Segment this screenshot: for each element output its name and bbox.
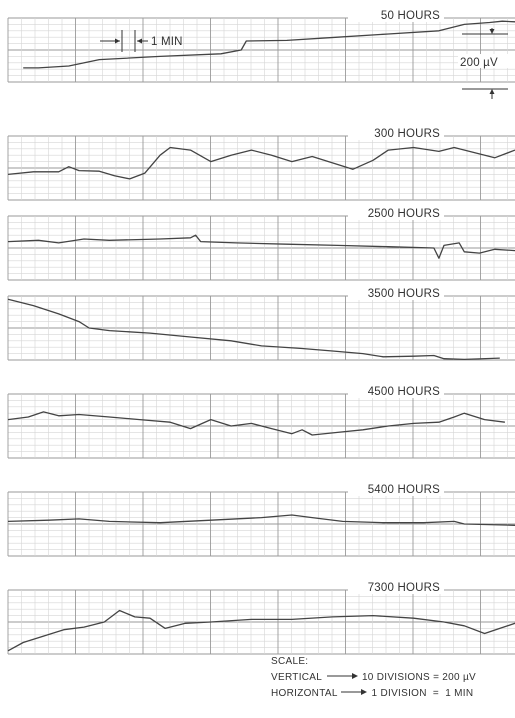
eeg-trace bbox=[7, 234, 515, 259]
strip-panel: 2500 HOURS bbox=[7, 206, 515, 281]
strips-layer: 50 HOURS 300 HOURS 2500 HOURS 3500 HOURS 450… bbox=[7, 8, 515, 655]
eeg-trace bbox=[7, 146, 515, 180]
strip-label: 7300 HOURS bbox=[368, 582, 440, 594]
strip-label: 5400 HOURS bbox=[368, 484, 440, 496]
strip-panel: 300 HOURS bbox=[7, 126, 515, 201]
arrow-right-icon bbox=[326, 673, 358, 679]
eeg-trace bbox=[7, 298, 500, 361]
strip-panel: 4500 HOURS bbox=[7, 384, 515, 459]
scale-vertical-row: VERTICAL 10 DIVISIONS = 200 µV bbox=[271, 670, 476, 686]
scale-horizontal-label: HORIZONTAL bbox=[271, 688, 338, 699]
scale-heading: SCALE: bbox=[271, 656, 309, 667]
strip-label: 3500 HOURS bbox=[368, 288, 440, 300]
scale-vertical-value: 10 DIVISIONS = 200 µV bbox=[361, 672, 476, 683]
strip-panel: 3500 HOURS bbox=[7, 286, 515, 361]
eeg-trace bbox=[7, 609, 515, 652]
amplitude-marker-label: 200 µV bbox=[460, 57, 498, 69]
time-scale-marker: 1 MIN bbox=[100, 30, 183, 52]
strip-label: 2500 HOURS bbox=[368, 208, 440, 220]
amplitude-scale-marker: 200 µV bbox=[458, 28, 515, 99]
scale-legend: SCALE: VERTICAL 10 DIVISIONS = 200 µV HO… bbox=[271, 654, 476, 702]
strip-label: 300 HOURS bbox=[374, 128, 440, 140]
strip-label: 50 HOURS bbox=[381, 10, 440, 22]
strip-panel: 7300 HOURS bbox=[7, 580, 515, 655]
eeg-trace bbox=[23, 20, 515, 69]
strip-panel: 50 HOURS bbox=[7, 8, 515, 83]
strip-label: 4500 HOURS bbox=[368, 386, 440, 398]
arrow-right-icon bbox=[341, 689, 368, 695]
eeg-trace bbox=[7, 411, 505, 436]
scale-horizontal-row: HORIZONTAL 1 DIVISION = 1 MIN bbox=[271, 686, 476, 702]
scale-horizontal-value: 1 DIVISION = 1 MIN bbox=[371, 688, 474, 699]
scale-vertical-label: VERTICAL bbox=[271, 672, 322, 683]
time-marker-label: 1 MIN bbox=[151, 36, 183, 48]
strip-panel: 5400 HOURS bbox=[7, 482, 515, 557]
eeg-trace bbox=[7, 514, 515, 526]
